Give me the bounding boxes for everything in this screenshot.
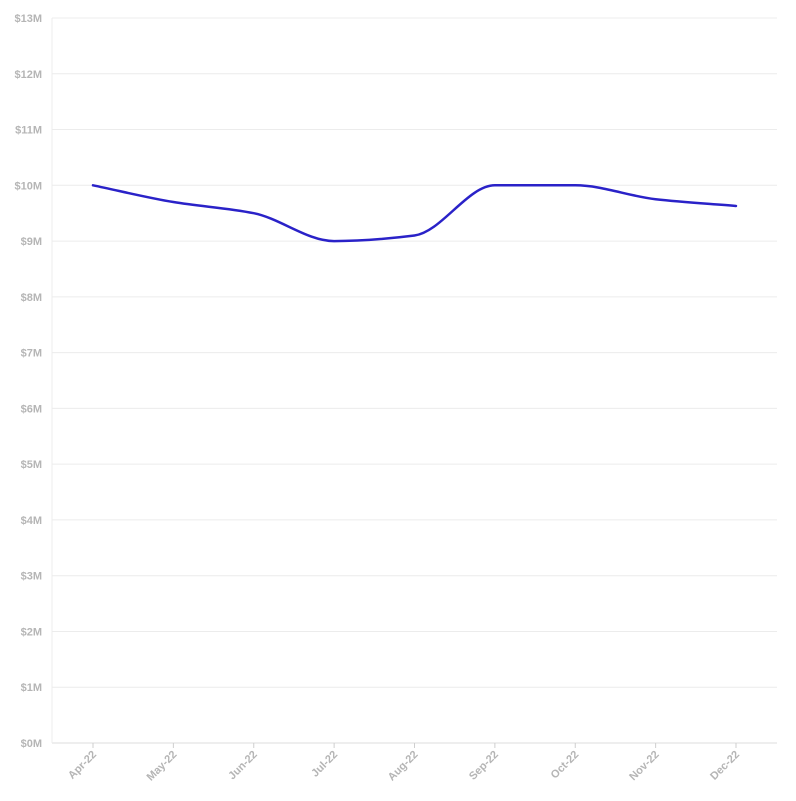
data-point-5 [492, 182, 498, 188]
x-tick-label-7: Nov-22 [627, 749, 661, 783]
y-tick-label-5: $5M [21, 459, 42, 471]
data-point-6 [572, 182, 578, 188]
series-layer [90, 182, 739, 244]
series-line-0 [91, 184, 738, 243]
x-tick-label-6: Oct-22 [549, 749, 582, 782]
y-axis-tick-labels: $0M $1M $2M $3M $4M $5M $6M $7M $8M $9M $10M $11M $1… [14, 13, 42, 750]
y-tick-label-0: $0M [21, 738, 42, 750]
y-tick-label-10: $10M [14, 180, 42, 192]
y-tick-label-12: $12M [14, 69, 42, 81]
y-tick-label-1: $1M [21, 682, 42, 694]
y-tick-label-3: $3M [21, 571, 42, 583]
x-tick-label-0: Apr-22 [66, 749, 99, 782]
x-tick-label-3: Jul-22 [309, 749, 340, 780]
y-tick-label-13: $13M [14, 13, 42, 25]
x-axis-tick-labels: Apr-22 May-22 Jun-22 Jul-22 Aug-22 Sep-22 Oct-… [66, 743, 742, 783]
x-tick-label-5: Sep-22 [467, 749, 501, 783]
data-point-4 [412, 233, 418, 239]
data-point-8 [733, 203, 739, 209]
x-tick-label-2: Jun-22 [226, 749, 260, 783]
x-tick-label-8: Dec-22 [708, 749, 742, 783]
y-tick-label-8: $8M [21, 292, 42, 304]
data-point-3 [331, 238, 337, 244]
x-tick-label-1: May-22 [145, 749, 180, 784]
y-tick-label-2: $2M [21, 626, 42, 638]
data-point-2 [251, 210, 257, 216]
data-point-1 [170, 199, 176, 205]
y-tick-label-9: $9M [21, 236, 42, 248]
y-tick-label-11: $11M [15, 125, 42, 137]
y-tick-label-4: $4M [21, 515, 42, 527]
data-point-7 [653, 196, 659, 202]
y-tick-label-7: $7M [21, 348, 42, 360]
x-tick-label-4: Aug-22 [386, 749, 421, 784]
grid-lines [51, 17, 777, 744]
y-tick-label-6: $6M [21, 403, 42, 415]
data-point-0 [90, 182, 96, 188]
